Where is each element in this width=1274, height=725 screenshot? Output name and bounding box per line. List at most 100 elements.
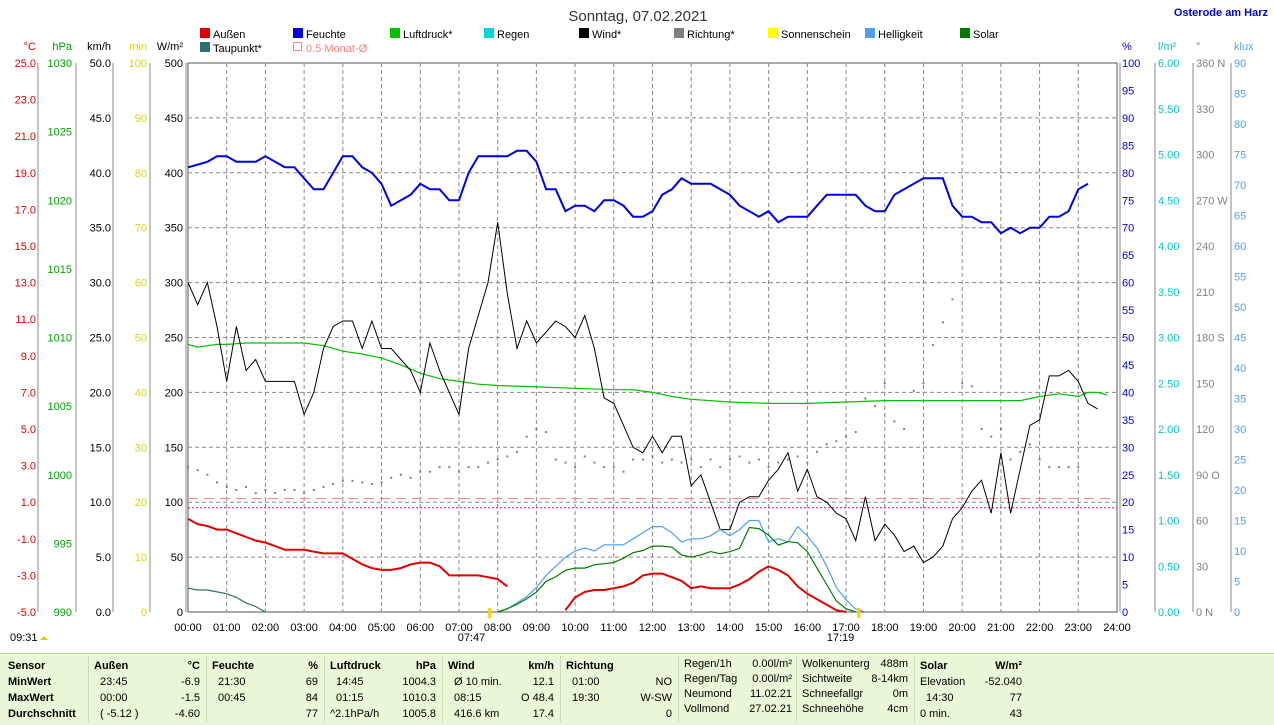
aussen-max-time: 00:00 [100, 692, 128, 704]
pct-tick-label: 15 [1122, 525, 1134, 537]
min-tick-label: 10 [135, 552, 147, 564]
pct-tick-label: 0 [1122, 607, 1128, 619]
min-tick-label: 0 [141, 607, 147, 619]
x-tick-label: 05:00 [368, 622, 396, 634]
wind-direction-point [874, 405, 877, 408]
wind-unit: km/h [528, 660, 554, 672]
wind-direction-point [922, 382, 925, 385]
wind-direction-point [341, 479, 344, 482]
pct-tick-label: 40 [1122, 387, 1134, 399]
wind-max-time: 08:15 [454, 692, 482, 704]
klux-tick-label: 0 [1234, 607, 1240, 619]
legend-label: Wind* [592, 29, 622, 41]
wm2-tick-label: 500 [165, 58, 183, 70]
min-axis-unit: min [129, 41, 147, 53]
temp-tick-label: 15.0 [15, 241, 36, 253]
wind-direction-point [670, 458, 673, 461]
wind-direction-point [835, 440, 838, 443]
deg-tick-label: 240 [1196, 241, 1214, 253]
temp-tick-label: 7.0 [21, 387, 36, 399]
richtung-header: Richtung [566, 660, 614, 672]
x-tick-label: 13:00 [677, 622, 705, 634]
pct-tick-label: 95 [1122, 85, 1134, 97]
min-tick-label: 90 [135, 113, 147, 125]
wind-direction-point [903, 428, 906, 430]
legend-label: Sonnenschein [781, 29, 851, 41]
pct-tick-label: 35 [1122, 415, 1134, 427]
pct-tick-label: 75 [1122, 195, 1134, 207]
wind-direction-point [680, 461, 683, 464]
klux-tick-label: 10 [1234, 546, 1246, 558]
wind-direction-point [893, 420, 896, 423]
feuchte-max-value: 84 [305, 692, 318, 704]
min-tick-label: 30 [135, 442, 147, 454]
legend-label: Feuchte [306, 29, 346, 41]
x-tick-label: 12:00 [639, 622, 667, 634]
wind-direction-point [216, 481, 219, 484]
wind-direction-point [1048, 466, 1051, 469]
deg-tick-label: 0 N [1196, 607, 1213, 619]
station-link[interactable]: Osterode am Harz [1174, 7, 1269, 19]
wind-direction-point [757, 458, 760, 461]
wind-direction-point [951, 298, 954, 301]
wind-direction-point [941, 321, 944, 324]
hpa-tick-label: 995 [54, 538, 72, 550]
kmh-tick-label: 45.0 [90, 113, 111, 125]
luftdruck-min-time: 14:45 [336, 676, 364, 688]
klux-tick-label: 40 [1234, 363, 1246, 375]
richtung-max-time: 19:30 [572, 692, 600, 704]
wind-direction-point [409, 476, 412, 479]
wind-direction-point [380, 481, 383, 484]
footer-wolken: Wolkenunterg 488m Sichtweite 8-14km Schnee… [802, 657, 908, 717]
series-wind [187, 222, 1098, 564]
klux-tick-label: 30 [1234, 424, 1246, 436]
wind-direction-point [1067, 466, 1070, 469]
deg-tick-label: 30 [1196, 561, 1208, 573]
pct-tick-label: 45 [1122, 360, 1134, 372]
sun-minutes: 0 min. [920, 708, 950, 720]
lm2-tick-label: 4.00 [1158, 241, 1179, 253]
klux-tick-label: 25 [1234, 455, 1246, 467]
wind-direction-point [419, 470, 422, 473]
temp-tick-label: -1.0 [17, 534, 36, 546]
wind-direction-point [932, 344, 935, 347]
sensor-header: Sensor [8, 660, 46, 672]
elevation-value: -52.040 [984, 676, 1022, 688]
kmh-tick-label: 15.0 [90, 442, 111, 454]
pct-tick-label: 50 [1122, 333, 1134, 345]
wind-direction-point [486, 461, 489, 464]
footer-separator [88, 656, 89, 722]
wm2-tick-label: 0 [177, 607, 183, 619]
footer-richtung: Richtung 01:00 NO 19:30 W-SW 0 [566, 658, 672, 722]
x-tick-label: 04:00 [329, 622, 357, 634]
legend-label: Solar [973, 29, 999, 41]
luftdruck-trend: ^2.1hPa/h [330, 708, 380, 720]
lm2-tick-label: 1.00 [1158, 516, 1179, 528]
wind-direction-point [796, 455, 799, 458]
wind-direction-point [254, 492, 257, 495]
kmh-tick-label: 25.0 [90, 333, 111, 345]
sunset-marker [857, 608, 861, 618]
wind-direction-point [990, 435, 993, 438]
pct-tick-label: 100 [1122, 58, 1140, 70]
footer-solar: Solar W/m² Elevation -52.040 14:30 77 0 min… [920, 658, 1022, 722]
wm2-tick-label: 250 [165, 333, 183, 345]
deg-tick-label: 300 [1196, 150, 1214, 162]
kmh-tick-label: 35.0 [90, 223, 111, 235]
x-tick-label: 18:00 [871, 622, 899, 634]
wind-direction-point [187, 466, 189, 469]
temp-tick-label: 17.0 [15, 204, 36, 216]
wind-direction-point [322, 485, 325, 488]
legend-label: Helligkeit [878, 29, 923, 41]
lm2-tick-label: 3.50 [1158, 287, 1179, 299]
durchschnitt-label: Durchschnitt [8, 708, 76, 720]
feuchte-unit: % [308, 660, 318, 672]
pct-tick-label: 70 [1122, 223, 1134, 235]
wind-avg10-label: Ø 10 min. [454, 676, 502, 688]
wind-direction-point [709, 458, 712, 461]
feuchte-max-time: 00:45 [218, 692, 246, 704]
wind-direction-point [206, 473, 209, 476]
klux-tick-label: 5 [1234, 577, 1240, 589]
klux-tick-label: 55 [1234, 272, 1246, 284]
temp-tick-label: -5.0 [17, 607, 36, 619]
